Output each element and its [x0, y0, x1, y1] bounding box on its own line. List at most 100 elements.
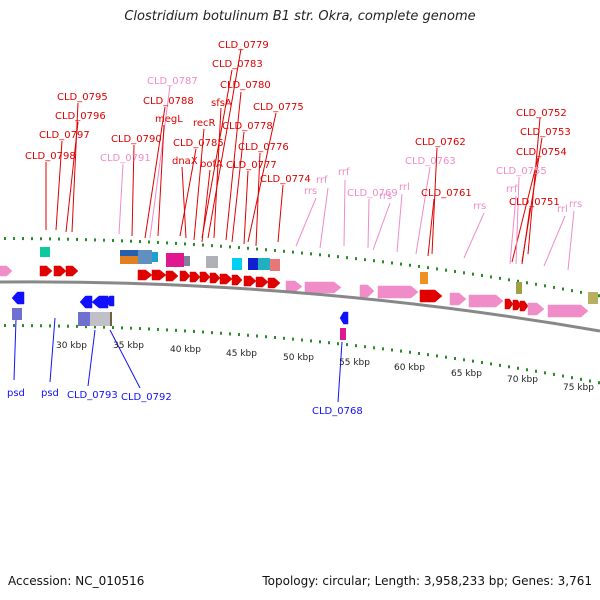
tick-dot: [535, 369, 537, 373]
callout-line: [201, 169, 211, 243]
gene-label: sfsA: [211, 98, 232, 109]
tick-dot: [355, 344, 357, 348]
tick-dot: [589, 379, 591, 383]
tick-dot: [463, 271, 465, 275]
tick-dot: [130, 239, 132, 243]
tick-dot: [481, 274, 483, 278]
callout-line: [543, 215, 566, 267]
gene-arrow: [219, 273, 233, 285]
gene-label: CLD_0768: [312, 406, 363, 417]
gene-label: CLD_0798: [25, 151, 76, 162]
tick-dot: [310, 252, 312, 256]
tick-dot: [310, 339, 312, 343]
tick-dot: [472, 359, 474, 363]
tick-dot: [445, 355, 447, 359]
callout-line: [567, 210, 575, 271]
tick-dot: [328, 254, 330, 258]
tick-dot: [553, 372, 555, 376]
callout-line: [343, 179, 346, 247]
tick-dot: [274, 249, 276, 253]
callout-line: [415, 166, 431, 255]
gene-label: CLD_0795: [57, 92, 108, 103]
tick-dot: [175, 241, 177, 245]
tick-dot: [382, 260, 384, 264]
tick-dot: [256, 247, 258, 251]
gene-label: CLD_0762: [415, 137, 466, 148]
callout-line: [149, 85, 171, 239]
gene-arrow: [547, 304, 589, 318]
tick-dot: [409, 263, 411, 267]
tick-dot: [463, 358, 465, 362]
gene-box: [588, 292, 598, 304]
callout-line: [247, 112, 277, 243]
gene-box: [120, 250, 138, 256]
callout-line: [367, 198, 370, 249]
tick-dot: [103, 238, 105, 242]
gene-arrow: [243, 275, 257, 287]
callout-lines: [13, 48, 575, 403]
tick-dot: [472, 272, 474, 276]
gene-arrow: [449, 292, 467, 306]
tick-dot: [76, 237, 78, 241]
callout-line: [431, 147, 438, 255]
callout-line: [231, 131, 245, 243]
gene-label: rrf: [338, 167, 350, 178]
tick-dot: [22, 324, 24, 328]
gene-label: CLD_0783: [212, 59, 263, 70]
callout-line: [515, 176, 520, 265]
callout-line: [207, 48, 242, 239]
callout-line: [521, 207, 531, 265]
gene-label: CLD_0774: [260, 174, 311, 185]
gene-label: CLD_0777: [226, 160, 277, 171]
map-title: Clostridium botulinum B1 str. Okra, comp…: [124, 9, 476, 24]
tick-dot: [571, 289, 573, 293]
tick-dot: [490, 275, 492, 279]
tick-dot: [364, 258, 366, 262]
gene-box: [166, 253, 184, 267]
tick-dot: [292, 250, 294, 254]
gene-arrow: [339, 311, 349, 325]
gene-label: CLD_0778: [222, 121, 273, 132]
tick-dot: [247, 246, 249, 250]
gene-label: CLD_0779: [218, 40, 269, 51]
tick-dot: [427, 266, 429, 270]
tick-dot: [517, 279, 519, 283]
gene-box: [152, 252, 158, 262]
gene-arrow: [91, 295, 109, 309]
gene-box: [138, 250, 152, 264]
callout-line: [65, 121, 79, 233]
tick-label: 50 kbp: [283, 353, 314, 363]
callout-line: [201, 69, 233, 239]
gene-label: CLD_0776: [238, 142, 289, 153]
callout-line: [396, 193, 403, 253]
tick-dot: [544, 284, 546, 288]
gene-arrow: [231, 274, 243, 286]
tick-dot: [13, 237, 15, 241]
gene-label: bofA: [200, 159, 223, 170]
tick-dot: [382, 347, 384, 351]
gene-label: CLD_0752: [516, 108, 567, 119]
gene-box: [248, 258, 258, 270]
gene-label: CLD_0775: [253, 102, 304, 113]
tick-dot: [499, 363, 501, 367]
tick-dot: [400, 349, 402, 353]
tick-dot: [184, 329, 186, 333]
gene-box: [516, 282, 522, 294]
tick-dot: [454, 356, 456, 360]
gene-box: [90, 312, 110, 326]
tick-dot: [580, 290, 582, 294]
gene-label: rrl: [399, 182, 410, 193]
gene-label: dnaX: [172, 156, 198, 167]
tick-dot: [445, 268, 447, 272]
gene-arrow: [527, 302, 545, 316]
tick-dot: [346, 256, 348, 260]
tick-dot: [391, 348, 393, 352]
callout-line: [372, 202, 391, 251]
tick-dot: [256, 334, 258, 338]
gene-arrow: [519, 300, 529, 312]
tick-dot: [337, 342, 339, 346]
tick-dot: [229, 332, 231, 336]
gene-arrow: [151, 269, 167, 281]
tick-labels: 30 kbp 35 kbp 40 kbp 45 kbp 50 kbp 55 kbp 60 k…: [56, 341, 594, 393]
tick-dot: [553, 285, 555, 289]
